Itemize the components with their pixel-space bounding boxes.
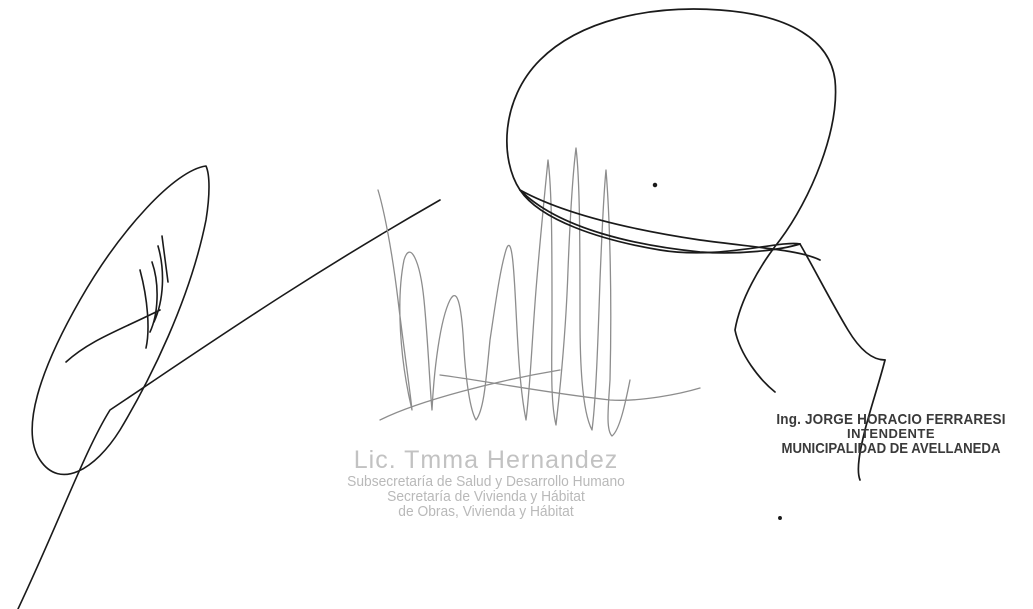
stamp-center-name: Lic. Tmma Hernandez bbox=[353, 446, 619, 474]
stamp-center-line-3: de Obras, Vivienda y Hábitat bbox=[398, 503, 574, 521]
stamp-center-line-1: Subsecretaría de Salud y Desarrollo Huma… bbox=[347, 472, 625, 490]
signature-center bbox=[377, 147, 701, 437]
stamp-right-org: MUNICIPALIDAD DE AVELLANEDA bbox=[781, 439, 1001, 457]
stamp-right-name: Ing. JORGE HORACIO FERRARESI bbox=[776, 411, 1006, 428]
official-stamp-center: Lic. Tmma Hernandez Subsecretaría de Sal… bbox=[236, 446, 736, 521]
signature-right bbox=[506, 8, 886, 520]
stamp-center-line-2: Secretaría de Vivienda y Hábitat bbox=[387, 487, 585, 505]
official-stamp-right: Ing. JORGE HORACIO FERRARESI INTENDENTE … bbox=[746, 412, 1033, 456]
signature-left bbox=[17, 165, 441, 609]
stamp-right-role: INTENDENTE bbox=[846, 426, 936, 442]
